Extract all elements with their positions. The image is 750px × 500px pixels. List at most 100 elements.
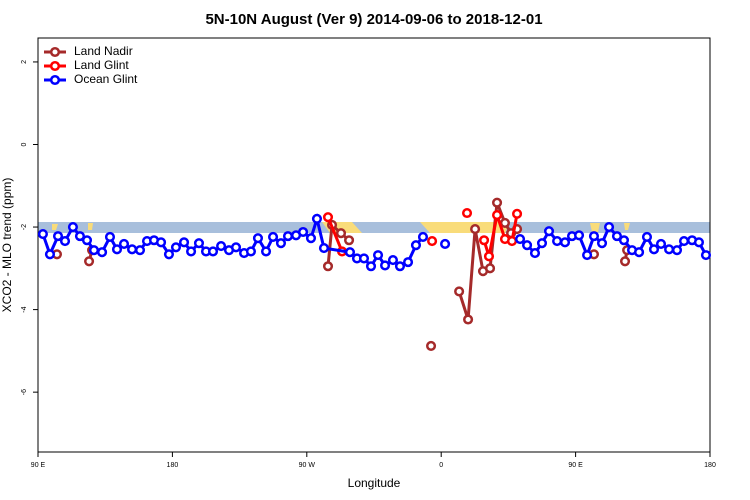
plot bbox=[37, 197, 712, 351]
point bbox=[461, 207, 473, 219]
point bbox=[163, 249, 175, 260]
point bbox=[618, 235, 630, 246]
point bbox=[440, 238, 451, 250]
point bbox=[582, 250, 593, 261]
legend-marker bbox=[49, 60, 61, 72]
point bbox=[88, 245, 100, 256]
point bbox=[282, 231, 294, 242]
legend-marker bbox=[49, 74, 61, 86]
point bbox=[634, 247, 645, 258]
point bbox=[52, 231, 64, 242]
point bbox=[318, 243, 330, 254]
point bbox=[193, 238, 205, 249]
point bbox=[380, 260, 391, 271]
point bbox=[104, 231, 116, 243]
point bbox=[700, 250, 712, 261]
point bbox=[372, 250, 384, 261]
point bbox=[216, 240, 227, 252]
point bbox=[604, 221, 615, 233]
point bbox=[344, 247, 356, 258]
point bbox=[170, 242, 182, 253]
point bbox=[512, 208, 523, 219]
point bbox=[111, 244, 123, 255]
point bbox=[186, 246, 197, 257]
legend-label: Land Nadir bbox=[74, 44, 133, 58]
point bbox=[322, 261, 334, 272]
point bbox=[506, 236, 518, 247]
point bbox=[44, 249, 55, 260]
x-tick-label: 90 W bbox=[299, 462, 316, 469]
land-patch bbox=[420, 222, 510, 233]
y-tick-label: -6 bbox=[21, 389, 28, 395]
point bbox=[365, 261, 377, 272]
point bbox=[410, 240, 422, 251]
point bbox=[207, 246, 219, 257]
point bbox=[311, 213, 323, 224]
y-tick-label: -2 bbox=[21, 224, 28, 230]
point bbox=[619, 256, 631, 267]
land-patch bbox=[590, 223, 600, 232]
point bbox=[230, 242, 242, 253]
land-patch bbox=[88, 223, 93, 230]
point bbox=[664, 244, 675, 255]
point bbox=[394, 261, 406, 272]
point bbox=[463, 314, 474, 325]
point bbox=[402, 257, 414, 268]
point bbox=[492, 197, 503, 208]
x-tick-label: 90 E bbox=[31, 462, 46, 469]
point bbox=[127, 244, 138, 255]
point bbox=[454, 286, 465, 297]
point bbox=[484, 263, 496, 274]
point bbox=[81, 235, 93, 246]
point bbox=[671, 245, 683, 256]
point bbox=[118, 238, 130, 250]
point bbox=[305, 233, 317, 244]
point bbox=[59, 236, 71, 247]
point bbox=[427, 236, 438, 247]
point bbox=[499, 217, 511, 228]
point bbox=[588, 231, 600, 242]
point bbox=[298, 226, 309, 238]
point bbox=[596, 238, 608, 249]
point bbox=[552, 236, 563, 247]
point bbox=[178, 237, 190, 248]
point bbox=[417, 231, 429, 243]
land-patch bbox=[624, 223, 630, 230]
point bbox=[387, 255, 399, 266]
point bbox=[156, 237, 167, 248]
point bbox=[693, 237, 704, 248]
land-patch bbox=[52, 224, 58, 230]
point bbox=[134, 245, 146, 256]
chart-title: 5N-10N August (Ver 9) 2014-09-06 to 2018… bbox=[205, 11, 542, 28]
point bbox=[260, 246, 272, 257]
point bbox=[470, 224, 481, 235]
point bbox=[641, 231, 653, 243]
legend-label: Land Glint bbox=[74, 58, 129, 72]
point bbox=[67, 221, 78, 233]
point bbox=[74, 231, 86, 242]
x-tick-label: 180 bbox=[167, 462, 179, 469]
point bbox=[245, 246, 256, 257]
point bbox=[37, 229, 48, 240]
x-tick-label: 180 bbox=[704, 462, 716, 469]
y-axis-label: XCO2 - MLO trend (ppm) bbox=[0, 178, 14, 313]
point bbox=[322, 212, 334, 223]
point bbox=[648, 244, 660, 255]
point bbox=[492, 210, 503, 221]
point bbox=[252, 233, 264, 244]
point bbox=[275, 238, 287, 249]
point bbox=[655, 238, 667, 250]
point bbox=[522, 240, 533, 251]
point bbox=[97, 247, 108, 258]
point bbox=[573, 230, 585, 241]
y-tick-label: 2 bbox=[21, 60, 28, 64]
point bbox=[536, 238, 548, 249]
legend-marker bbox=[49, 46, 61, 58]
point bbox=[425, 340, 437, 351]
y-tick-label: -4 bbox=[21, 306, 28, 312]
point bbox=[479, 235, 490, 246]
point bbox=[483, 251, 495, 262]
ocean-band bbox=[38, 222, 710, 233]
point bbox=[678, 236, 690, 247]
